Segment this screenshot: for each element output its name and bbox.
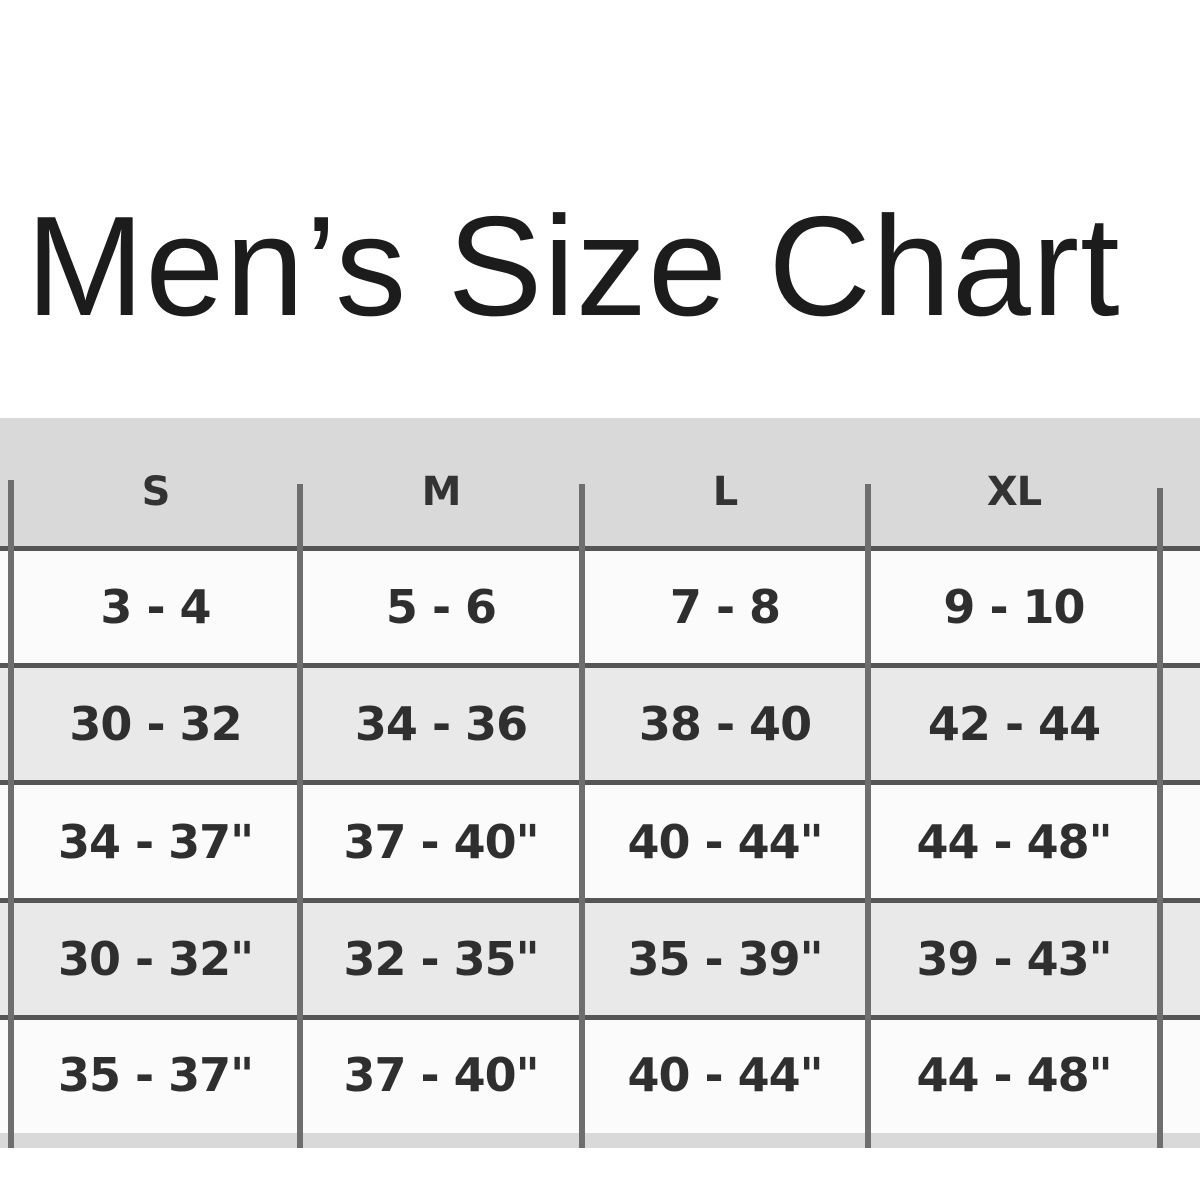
table-cell: 37 - 40" xyxy=(343,1048,539,1102)
table-cell: 39 - 43" xyxy=(916,932,1112,986)
table-cell: 34 - 36 xyxy=(354,697,528,751)
column-divider xyxy=(1157,488,1163,1148)
column-divider xyxy=(579,484,585,1148)
size-chart-table: S M L XL 3 - 4 5 - 6 7 - 8 9 - 10 30 - 3… xyxy=(0,418,1200,1148)
table-row xyxy=(0,782,1200,900)
header-cell-l: L xyxy=(712,469,739,515)
table-cell: 35 - 39" xyxy=(627,932,823,986)
table-cell: 37 - 40" xyxy=(343,814,539,869)
page-title: Men’s Size Chart xyxy=(26,187,1121,346)
table-row xyxy=(0,548,1200,665)
row-divider xyxy=(0,1015,1200,1020)
table-row xyxy=(0,900,1200,1017)
table-cell: 30 - 32 xyxy=(69,697,242,751)
table-cell: 38 - 40 xyxy=(638,697,812,751)
header-row xyxy=(0,418,1200,548)
table-cell: 30 - 32" xyxy=(57,932,254,986)
table-cell: 35 - 37" xyxy=(57,1048,254,1102)
table-cell: 7 - 8 xyxy=(669,580,781,634)
row-divider xyxy=(0,898,1200,903)
table-cell: 3 - 4 xyxy=(100,580,211,634)
table-cell: 40 - 44" xyxy=(627,814,823,869)
header-cell-m: M xyxy=(421,469,462,515)
table-cell: 32 - 35" xyxy=(343,932,539,986)
header-cell-xl: XL xyxy=(986,469,1042,515)
next-row-edge xyxy=(0,1133,1200,1148)
header-cell-s: S xyxy=(141,469,171,515)
table-cell: 34 - 37" xyxy=(57,814,254,869)
column-divider xyxy=(297,484,303,1148)
column-divider xyxy=(8,480,14,1148)
row-divider xyxy=(0,546,1200,551)
table-cell: 5 - 6 xyxy=(385,580,497,634)
table-cell: 44 - 48" xyxy=(916,814,1112,869)
row-divider xyxy=(0,780,1200,785)
table-cell: 42 - 44 xyxy=(927,697,1101,751)
table-cell: 40 - 44" xyxy=(627,1048,823,1102)
row-divider xyxy=(0,663,1200,668)
table-cell: 9 - 10 xyxy=(943,580,1085,634)
table-row xyxy=(0,665,1200,782)
table-row xyxy=(0,1017,1200,1133)
table-cell: 44 - 48" xyxy=(916,1048,1112,1102)
column-divider xyxy=(865,484,871,1148)
